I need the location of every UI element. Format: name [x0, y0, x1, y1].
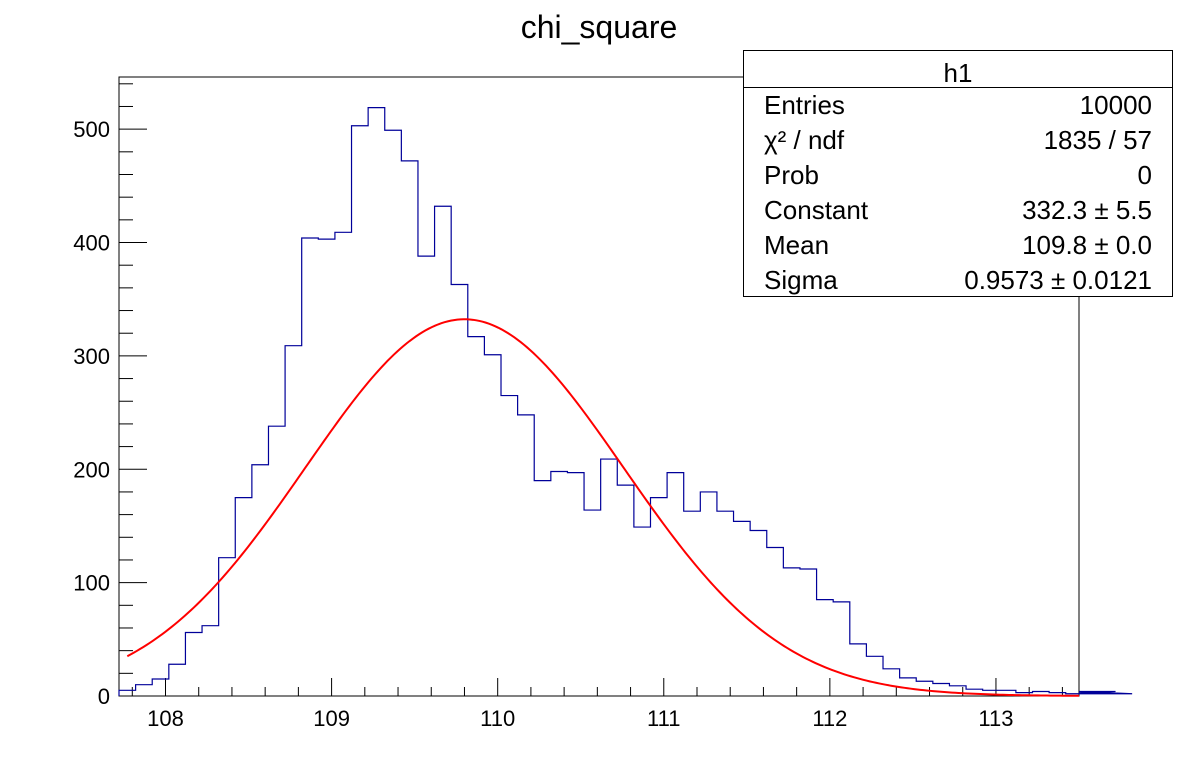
x-tick-label: 110 [480, 706, 515, 731]
gaussian-fit-line [126, 318, 1080, 697]
x-tick-label: 113 [978, 706, 1013, 731]
y-tick-label: 400 [73, 231, 110, 256]
y-tick-label: 300 [73, 344, 110, 369]
plot-frame [118, 76, 1080, 697]
axes: 108 109 110 111 112 113 0 100 200 300 400 500 [73, 83, 1063, 731]
stats-row-mean: Mean 109.8 ± 0.0 [744, 228, 1172, 263]
stats-key: Entries [764, 90, 845, 120]
stats-row-sigma: Sigma 0.9573 ± 0.0121 [744, 263, 1172, 298]
stats-key: χ² / ndf [764, 125, 845, 155]
fit-curve-series [126, 318, 1080, 697]
stats-value: 0 [1137, 160, 1152, 190]
stats-value: 332.3 ± 5.5 [1022, 195, 1152, 225]
histogram-series [118, 107, 1133, 696]
stats-value: 1835 / 57 [1043, 125, 1152, 155]
y-tick-label: 0 [98, 684, 110, 709]
stats-value: 0.9573 ± 0.0121 [964, 265, 1152, 295]
y-tick-label: 100 [73, 571, 110, 596]
stats-value: 109.8 ± 0.0 [1022, 230, 1152, 260]
stats-value: 10000 [1079, 90, 1152, 120]
y-tick-label: 500 [73, 117, 110, 142]
stats-title: h1 [744, 51, 1172, 88]
stats-box: h1 Entries 10000 χ² / ndf 1835 / 57 Prob… [743, 50, 1173, 297]
stats-row-prob: Prob 0 [744, 158, 1172, 193]
stats-key: Prob [764, 160, 819, 190]
y-tick-label: 200 [73, 457, 110, 482]
x-tick-label: 112 [812, 706, 847, 731]
stats-key: Sigma [764, 265, 838, 295]
stats-row-entries: Entries 10000 [744, 88, 1172, 123]
x-tick-label: 109 [313, 706, 350, 731]
stats-key: Constant [764, 195, 869, 225]
chart-title: chi_square [521, 9, 678, 45]
stats-row-constant: Constant 332.3 ± 5.5 [744, 193, 1172, 228]
stats-row-chi2: χ² / ndf 1835 / 57 [744, 123, 1172, 158]
x-tick-label: 108 [147, 706, 184, 731]
stats-key: Mean [764, 230, 830, 260]
x-tick-label: 111 [647, 706, 680, 731]
histogram-step-line [118, 107, 1133, 696]
